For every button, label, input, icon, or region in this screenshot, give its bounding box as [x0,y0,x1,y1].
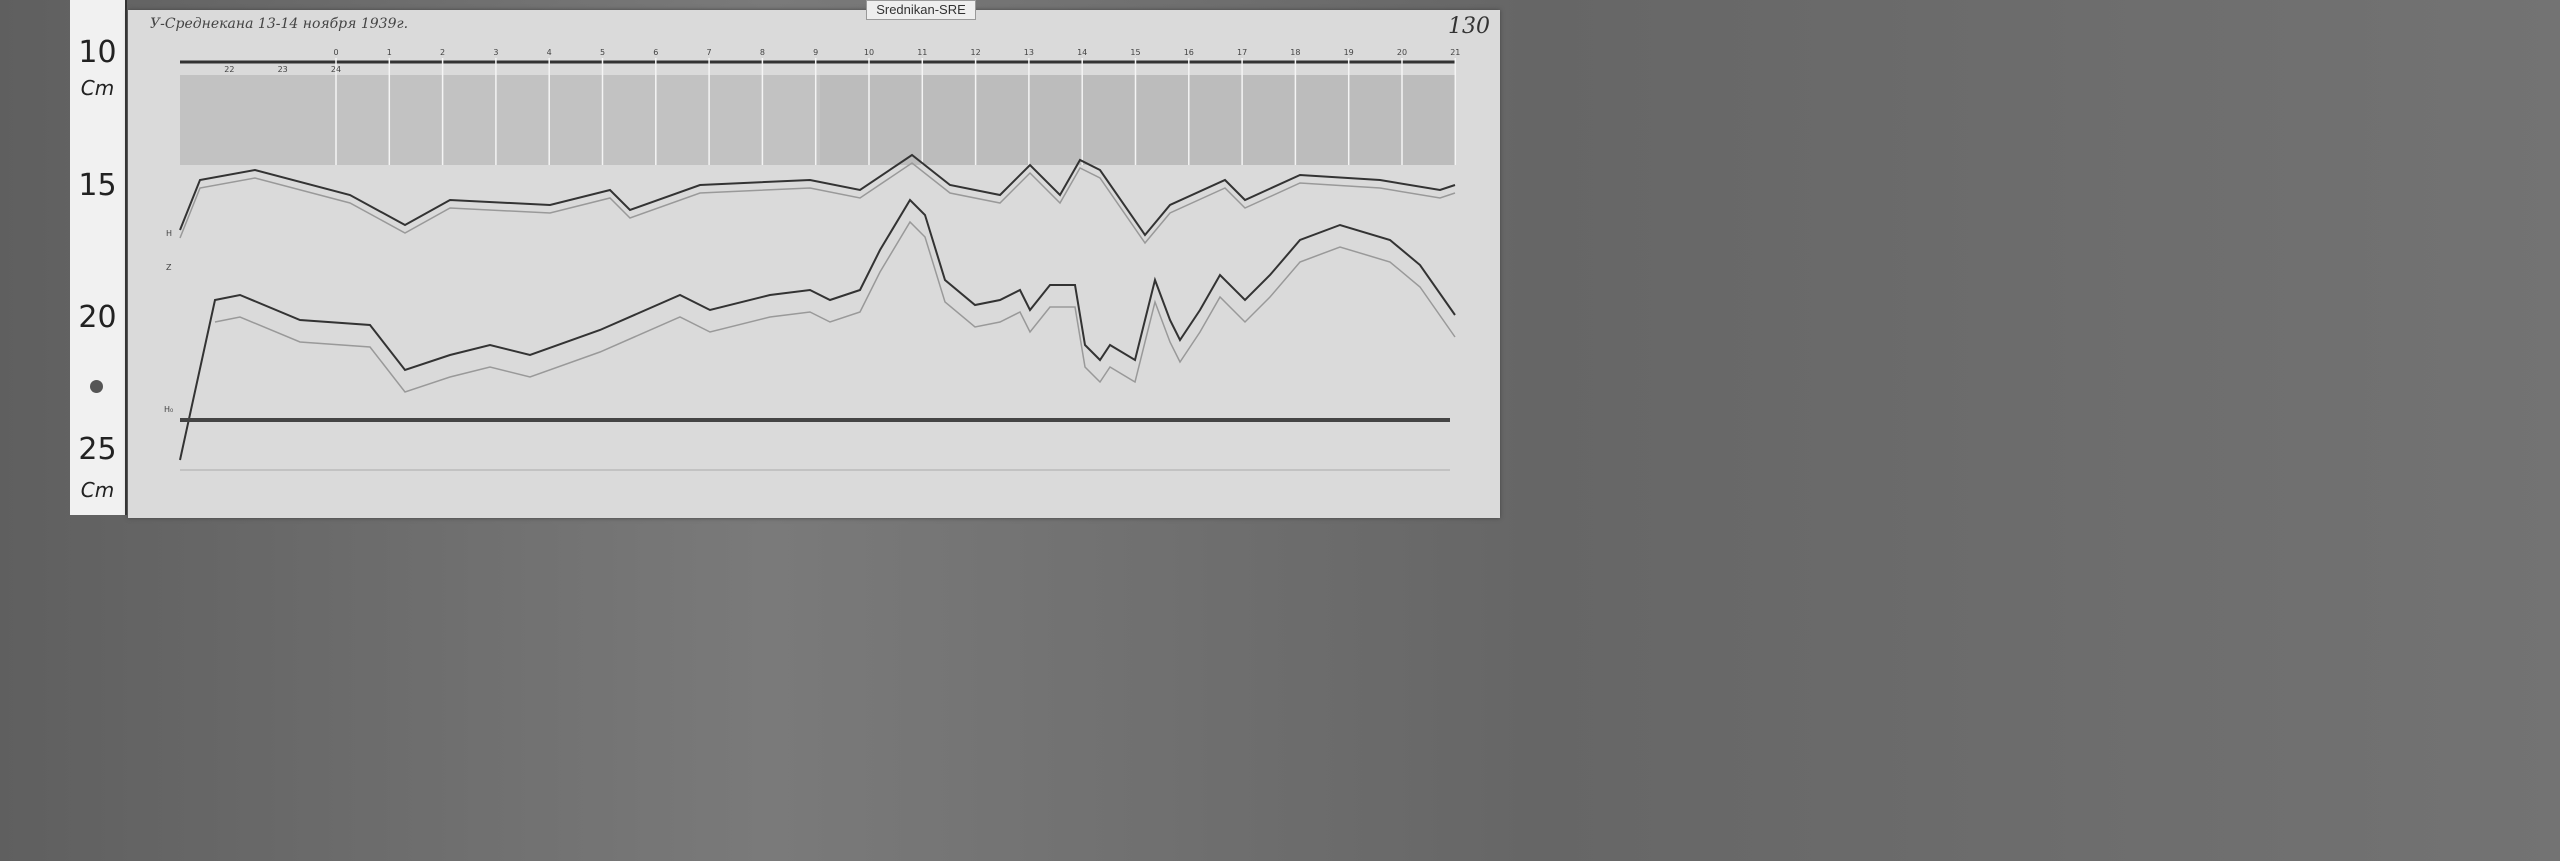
hour-label-top: 4 [547,48,552,57]
hour-label-top: 19 [1344,48,1354,57]
hour-label-top: 17 [1237,48,1247,57]
trace-z [179,198,1456,461]
archive-label: Srednikan-SRE [866,0,976,20]
ruler-unit-top: Cm [80,76,115,100]
hour-label-top: 6 [653,48,658,57]
hour-label-top: 16 [1184,48,1194,57]
ruler-mark-20: 20 [78,300,117,335]
ruler-unit-bottom: Cm [80,478,115,502]
trace-h-shadow [179,162,1456,245]
hour-label-top: 15 [1130,48,1140,57]
hour-label-top: 9 [813,48,818,57]
hour-label-top: 0 [333,48,338,57]
ruler-mark-15: 15 [78,168,117,203]
label-h: H [166,229,172,238]
hour-label-bottom: 23 [278,65,288,74]
label-h0: H₀ [164,405,173,414]
hour-label-top: 18 [1290,48,1300,57]
pin-hole [90,380,103,393]
hour-label-top: 10 [864,48,874,57]
hour-label-top: 12 [971,48,981,57]
hour-label-top: 21 [1450,48,1460,57]
hour-label-top: 1 [387,48,392,57]
label-z: Z [166,263,172,272]
hour-label-top: 5 [600,48,605,57]
hour-label-top: 13 [1024,48,1034,57]
hour-label-top: 7 [707,48,712,57]
trace-z-shadow [214,220,1456,393]
page-number: 130 [1448,14,1490,39]
hour-label-bottom: 24 [331,65,341,74]
ruler-mark-25: 25 [78,432,117,467]
hour-label-top: 20 [1397,48,1407,57]
hour-label-top: 8 [760,48,765,57]
hour-label-top: 11 [917,48,927,57]
ruler-mark-10: 10 [78,35,117,70]
record-title: У-Среднекана 13-14 ноября 1939г. [150,16,409,32]
scale-ruler: 10 Cm 15 20 25 Cm [70,0,127,515]
hour-label-top: 2 [440,48,445,57]
hour-label-top: 14 [1077,48,1087,57]
hour-label-top: 3 [493,48,498,57]
hour-label-bottom: 22 [224,65,234,74]
trace-h [179,153,1456,237]
